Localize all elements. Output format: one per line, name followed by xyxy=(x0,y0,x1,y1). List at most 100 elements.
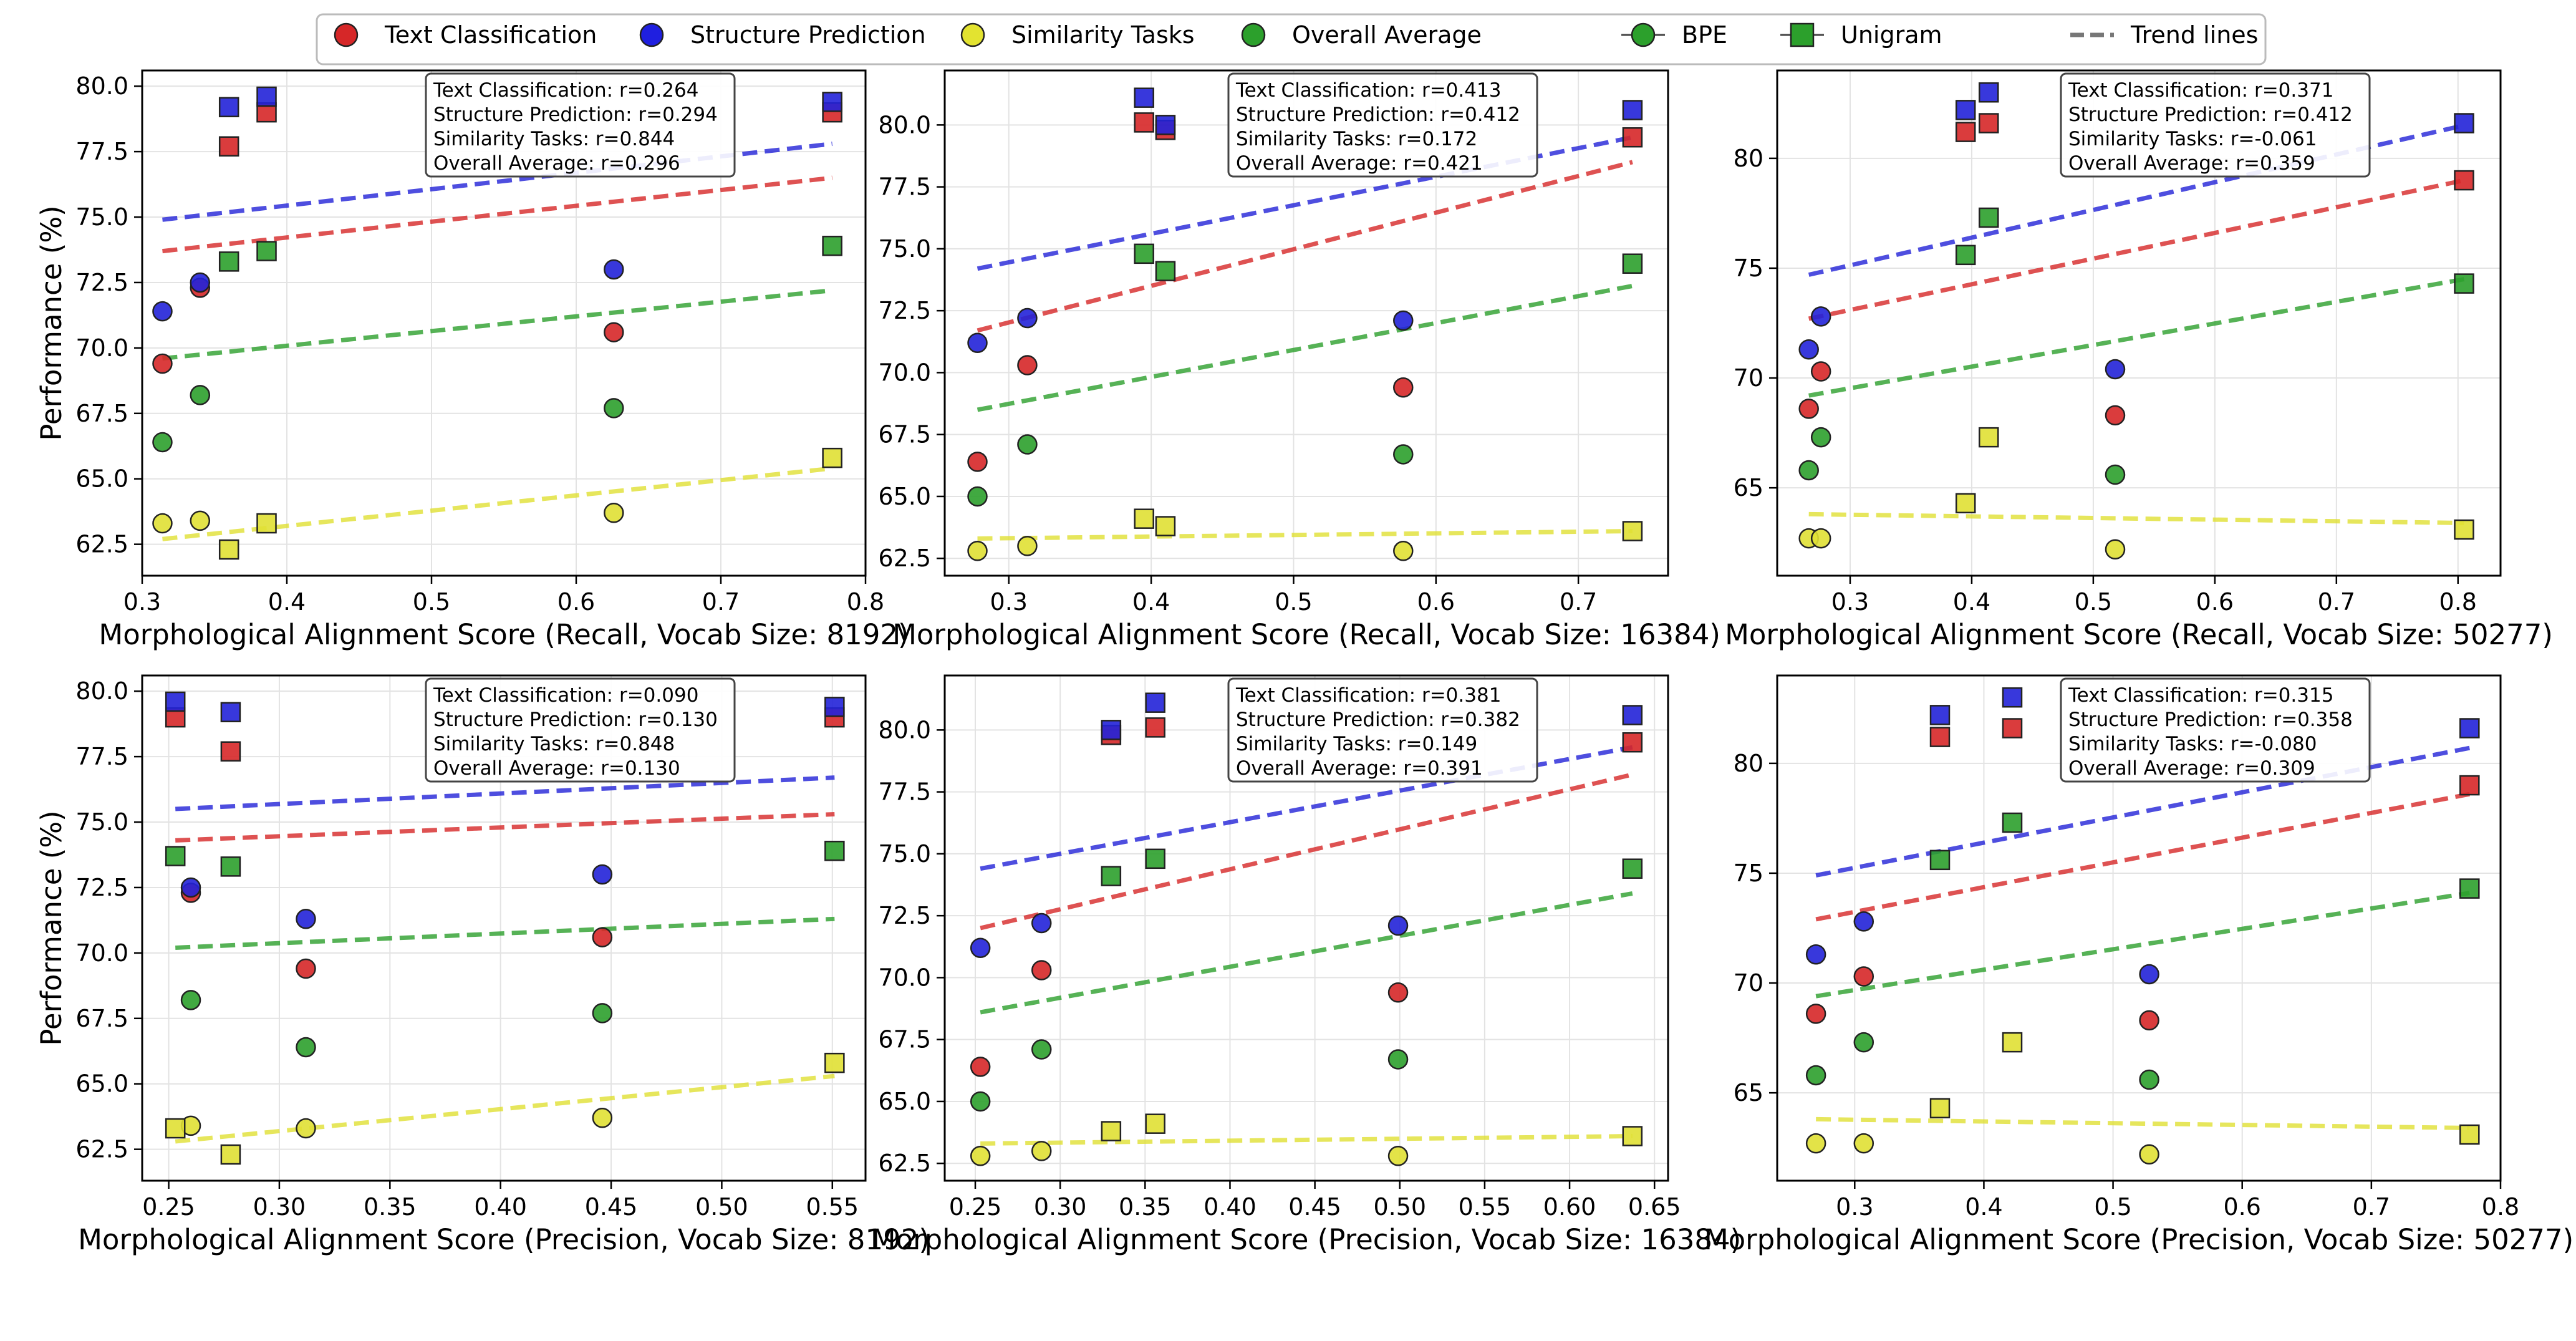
correlation-box xyxy=(425,677,736,783)
y-tick-label: 67.5 xyxy=(75,400,128,427)
y-tick-label: 80 xyxy=(1734,145,1763,172)
bpe-point-text-classification xyxy=(296,958,316,979)
x-tick-label: 0.8 xyxy=(2439,588,2477,616)
correlation-text: Overall Average: r=0.130 xyxy=(433,757,680,780)
subplot-1: 0.3 0.4 0.5 0.6 0.7 0.8 62.5 65.0 67.5 70.0 72.5 75… xyxy=(35,69,909,651)
bpe-point-similarity-tasks xyxy=(592,1108,613,1128)
trend-line-text-classification xyxy=(977,160,1633,333)
bpe-point-similarity-tasks xyxy=(1805,1133,1826,1154)
correlation-text: Overall Average: r=0.309 xyxy=(2068,757,2315,780)
unigram-point-text-classification xyxy=(1145,717,1165,738)
unigram-point-structure-prediction xyxy=(256,86,277,107)
bpe-point-structure-prediction xyxy=(2139,964,2159,985)
bpe-point-structure-prediction xyxy=(152,301,173,322)
correlation-box xyxy=(2060,677,2371,783)
bpe-point-similarity-tasks xyxy=(1810,528,1831,549)
x-axis-label: Morphological Alignment Score (Recall, V… xyxy=(1725,618,2553,651)
x-tick-label: 0.40 xyxy=(1204,1193,1257,1221)
bpe-point-overall-average xyxy=(2105,464,2126,485)
correlation-text: Similarity Tasks: r=0.848 xyxy=(433,733,675,755)
bpe-point-structure-prediction xyxy=(1853,911,1874,932)
bpe-point-structure-prediction xyxy=(604,259,624,280)
y-tick-label: 72.5 xyxy=(878,297,931,324)
bpe-point-text-classification xyxy=(967,452,988,472)
bpe-point-overall-average xyxy=(604,398,624,419)
unigram-point-text-classification xyxy=(1622,127,1643,148)
legend-marker-unigram xyxy=(1790,22,1815,47)
correlation-text: Text Classification: r=0.090 xyxy=(433,684,698,707)
y-tick-label: 65.0 xyxy=(878,483,931,510)
unigram-point-structure-prediction xyxy=(1101,720,1122,740)
bpe-point-similarity-tasks xyxy=(604,503,624,523)
unigram-point-text-classification xyxy=(1134,112,1154,133)
bpe-point-structure-prediction xyxy=(1393,310,1414,331)
unigram-point-similarity-tasks xyxy=(218,539,239,560)
unigram-point-similarity-tasks xyxy=(2454,519,2474,540)
unigram-point-overall-average xyxy=(218,251,239,272)
correlation-box xyxy=(2060,72,2371,178)
unigram-point-similarity-tasks xyxy=(1929,1098,1951,1119)
legend-label-bpe: BPE xyxy=(1682,21,1727,49)
unigram-point-overall-average xyxy=(822,235,842,256)
unigram-point-similarity-tasks xyxy=(2459,1124,2480,1145)
x-tick-label: 0.50 xyxy=(1373,1193,1426,1221)
correlation-box xyxy=(1227,677,1538,783)
unigram-point-similarity-tasks xyxy=(1134,508,1154,529)
unigram-point-overall-average xyxy=(165,846,186,866)
unigram-point-similarity-tasks xyxy=(2002,1032,2023,1053)
correlation-text: Text Classification: r=0.264 xyxy=(433,79,698,102)
x-tick-label: 0.4 xyxy=(1953,588,1990,616)
correlation-text: Structure Prediction: r=0.382 xyxy=(1236,709,1520,731)
plot-frame xyxy=(1776,674,2502,1182)
bpe-point-similarity-tasks xyxy=(1393,541,1414,561)
x-tick-label: 0.3 xyxy=(123,588,161,616)
bpe-point-overall-average xyxy=(592,1003,613,1024)
y-tick-label: 62.5 xyxy=(878,1150,931,1177)
legend-marker-text-classification xyxy=(334,22,359,47)
unigram-point-structure-prediction xyxy=(165,691,186,712)
plot-frame xyxy=(943,674,1669,1182)
bpe-point-text-classification xyxy=(1810,361,1831,382)
bpe-point-structure-prediction xyxy=(967,332,988,354)
bpe-point-overall-average xyxy=(2139,1069,2159,1090)
x-tick-label: 0.45 xyxy=(1288,1193,1341,1221)
bpe-point-similarity-tasks xyxy=(2105,539,2126,559)
bpe-point-structure-prediction xyxy=(1387,915,1409,936)
bpe-point-similarity-tasks xyxy=(2139,1144,2159,1164)
bpe-point-overall-average xyxy=(1853,1032,1874,1053)
y-tick-label: 80.0 xyxy=(75,72,128,100)
legend-marker-structure-prediction xyxy=(639,22,664,47)
bpe-point-structure-prediction xyxy=(180,877,201,898)
y-tick-label: 80 xyxy=(1734,750,1763,777)
unigram-point-structure-prediction xyxy=(1978,82,1999,103)
correlation-text: Text Classification: r=0.413 xyxy=(1235,79,1501,102)
unigram-point-text-classification xyxy=(220,741,241,762)
bpe-point-text-classification xyxy=(1017,355,1038,375)
trend-line-text-classification xyxy=(162,175,833,254)
unigram-point-overall-average xyxy=(256,241,277,261)
bpe-point-text-classification xyxy=(1387,982,1409,1003)
bpe-point-text-classification xyxy=(1031,960,1052,980)
plot-frame xyxy=(141,674,867,1182)
unigram-point-similarity-tasks xyxy=(256,513,277,534)
correlation-text: Similarity Tasks: r=0.149 xyxy=(1236,733,1477,755)
subplot-2: 0.3 0.4 0.5 0.6 0.7 62.5 65.0 67.5 70.0 72.5 75.0 7… xyxy=(878,69,1720,651)
y-tick-label: 67.5 xyxy=(878,421,931,448)
unigram-point-overall-average xyxy=(220,856,241,877)
y-tick-label: 65.0 xyxy=(878,1088,931,1115)
y-tick-label: 65.0 xyxy=(75,1070,128,1098)
x-tick-label: 0.7 xyxy=(2318,588,2355,616)
y-tick-label: 77.5 xyxy=(75,743,128,770)
x-tick-label: 0.25 xyxy=(142,1193,195,1221)
trend-line-overall-average xyxy=(980,891,1633,1015)
unigram-point-overall-average xyxy=(1929,850,1951,871)
legend-label-trend-lines: Trend lines xyxy=(2130,21,2258,49)
bpe-point-text-classification xyxy=(1798,399,1819,419)
x-tick-label: 0.65 xyxy=(1628,1193,1681,1221)
unigram-point-overall-average xyxy=(1134,243,1154,264)
legend-marker-overall-average xyxy=(1241,22,1266,47)
correlation-text: Similarity Tasks: r=0.844 xyxy=(433,128,675,150)
unigram-point-similarity-tasks xyxy=(1978,427,1999,448)
correlation-text: Text Classification: r=0.371 xyxy=(2068,79,2333,102)
